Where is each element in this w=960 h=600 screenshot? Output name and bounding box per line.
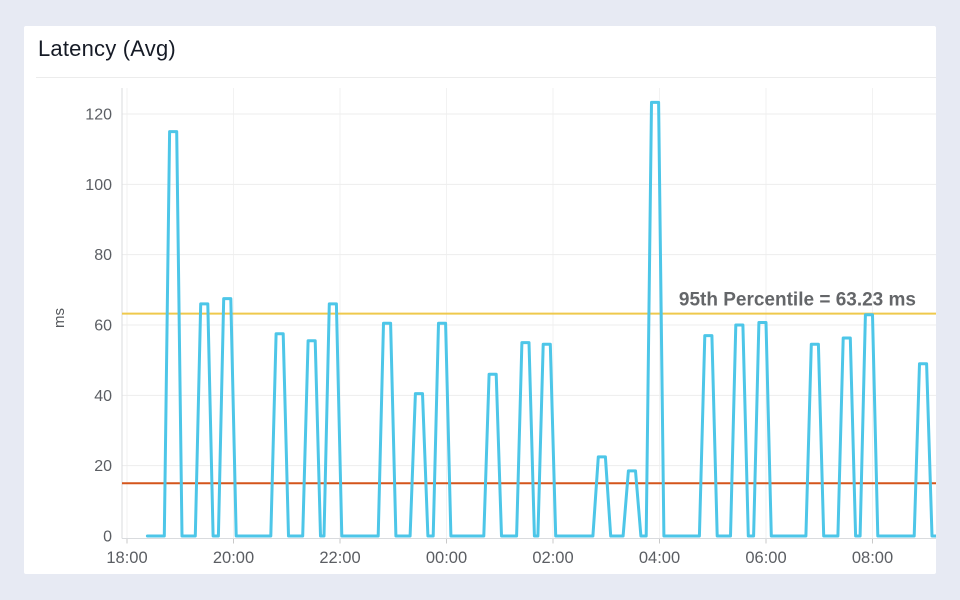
title-divider: [36, 77, 936, 78]
y-axis-title: ms: [51, 308, 68, 328]
x-tick-label: 22:00: [319, 549, 360, 567]
x-tick-label: 18:00: [106, 549, 147, 567]
x-tick-label: 08:00: [852, 549, 893, 567]
latency-series-line: [145, 100, 936, 538]
y-tick-label: 20: [94, 458, 112, 475]
y-tick-label: 40: [94, 388, 112, 405]
x-tick-label: 00:00: [426, 549, 467, 567]
latency-line-chart: 18:00 20:00 22:00 00:00 02:00 04:00 06:00 08:00…: [51, 88, 936, 567]
y-tick-label: 80: [94, 247, 112, 264]
x-axis: 18:00 20:00 22:00 00:00 02:00 04:00 06:00 08:00: [106, 538, 936, 567]
y-tick-label: 120: [85, 107, 112, 124]
latency-chart-card: 18:00 20:00 22:00 00:00 02:00 04:00 06:00 08:00…: [24, 26, 936, 574]
x-tick-label: 04:00: [639, 549, 680, 567]
y-tick-label: 100: [85, 177, 112, 194]
chart-title: Latency (Avg): [38, 36, 176, 61]
x-tick-label: 02:00: [532, 549, 573, 567]
y-tick-label: 60: [94, 318, 112, 335]
y-axis: 0 20 40 60 80 100 120: [85, 88, 123, 546]
percentile-label: 95th Percentile = 63.23 ms: [679, 290, 916, 311]
y-tick-label: 0: [103, 529, 112, 546]
x-tick-label: 06:00: [745, 549, 786, 567]
x-tick-label: 20:00: [213, 549, 254, 567]
